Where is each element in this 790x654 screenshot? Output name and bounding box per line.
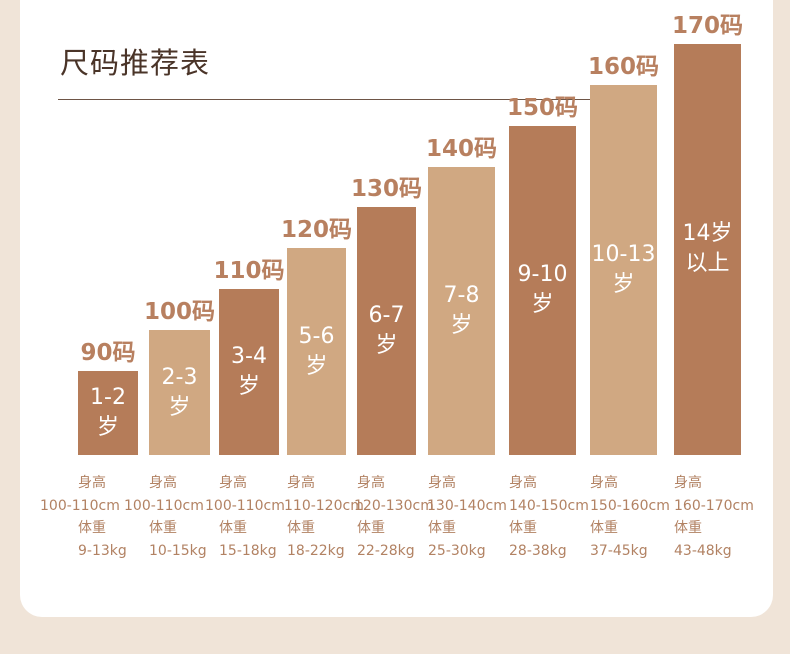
weight-label: 体重 (78, 520, 106, 536)
height-range: 130-140cm (427, 497, 507, 514)
weight-range: 43-48kg (674, 542, 732, 559)
size-bar: 10-13 岁 (590, 84, 657, 455)
size-bar: 3-4 岁 (219, 289, 279, 455)
weight-label: 体重 (149, 520, 177, 536)
size-info: 身高 110-120cm 体重 18-22kg (284, 472, 364, 562)
weight-range: 9-13kg (78, 542, 127, 559)
weight-label: 体重 (428, 520, 456, 536)
height-label: 身高 (357, 475, 385, 491)
size-bar: 14岁 以上 (674, 43, 741, 455)
weight-label: 体重 (509, 520, 537, 536)
weight-label: 体重 (219, 520, 247, 536)
size-label: 130码 (350, 176, 422, 203)
size-label: 120码 (280, 217, 352, 244)
weight-range: 37-45kg (590, 542, 648, 559)
size-info: 身高 130-140cm 体重 25-30kg (427, 472, 507, 562)
size-label: 140码 (425, 135, 497, 162)
size-bar: 7-8 岁 (428, 166, 495, 455)
title-divider (58, 99, 629, 100)
weight-range: 10-15kg (149, 542, 207, 559)
weight-label: 体重 (590, 520, 618, 536)
weight-label: 体重 (287, 520, 315, 536)
height-range: 150-160cm (590, 497, 670, 514)
height-range: 100-110cm (40, 497, 120, 514)
size-bar: 2-3 岁 (149, 330, 210, 455)
weight-range: 22-28kg (357, 542, 415, 559)
height-range: 100-110cm (124, 497, 204, 514)
size-info: 身高 100-110cm 体重 9-13kg (40, 472, 127, 562)
height-range: 160-170cm (674, 497, 754, 514)
size-bar: 1-2 岁 (78, 371, 138, 455)
size-bar: 6-7 岁 (357, 207, 416, 455)
height-label: 身高 (149, 475, 177, 491)
height-label: 身高 (78, 475, 106, 491)
size-label: 90码 (80, 340, 136, 366)
size-bar: 9-10 岁 (509, 125, 576, 455)
size-info: 身高 120-130cm 体重 22-28kg (354, 472, 434, 562)
weight-range: 18-22kg (287, 542, 345, 559)
chart-title: 尺码推荐表 (60, 46, 211, 80)
size-label: 100码 (143, 299, 215, 326)
size-info: 身高 100-110cm 体重 15-18kg (205, 472, 285, 562)
height-range: 110-120cm (284, 497, 364, 514)
height-label: 身高 (674, 475, 702, 491)
size-info: 身高 140-150cm 体重 28-38kg (509, 472, 589, 562)
size-info: 身高 150-160cm 体重 37-45kg (590, 472, 670, 562)
size-label: 110码 (213, 258, 285, 285)
height-label: 身高 (287, 475, 315, 491)
size-info: 身高 100-110cm 体重 10-15kg (124, 472, 207, 562)
height-range: 120-130cm (354, 497, 434, 514)
height-label: 身高 (590, 475, 618, 491)
height-label: 身高 (219, 475, 247, 491)
weight-range: 25-30kg (428, 542, 486, 559)
size-label: 150码 (506, 94, 578, 121)
size-label: 160码 (587, 53, 659, 80)
height-range: 100-110cm (205, 497, 285, 514)
weight-range: 28-38kg (509, 542, 567, 559)
height-label: 身高 (428, 475, 456, 491)
weight-label: 体重 (674, 520, 702, 536)
height-label: 身高 (509, 475, 537, 491)
weight-label: 体重 (357, 520, 385, 536)
weight-range: 15-18kg (219, 542, 277, 559)
size-info: 身高 160-170cm 体重 43-48kg (674, 472, 754, 562)
size-bar: 5-6 岁 (287, 248, 346, 455)
size-label: 170码 (671, 12, 743, 39)
height-range: 140-150cm (509, 497, 589, 514)
